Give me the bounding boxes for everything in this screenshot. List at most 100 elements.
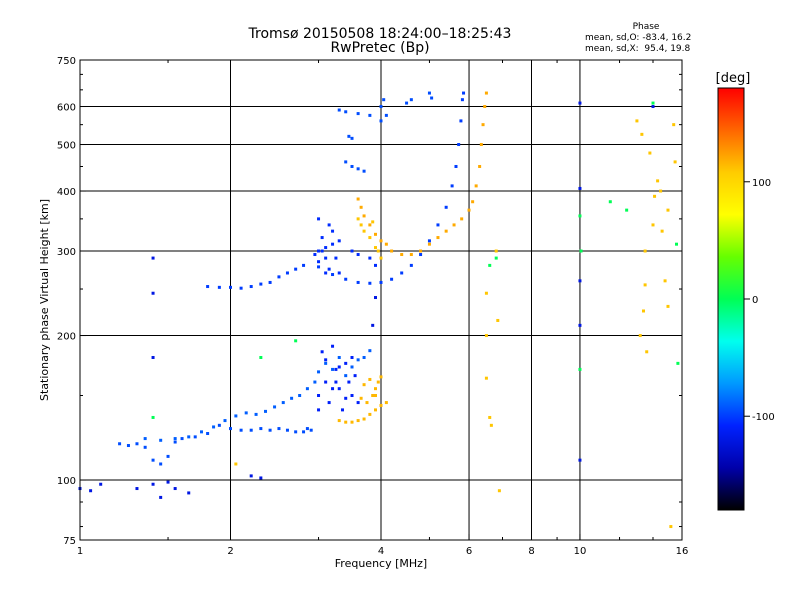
data-point-noise	[651, 105, 655, 109]
data-point-x-low-e	[365, 401, 369, 405]
data-point-x-low-e	[379, 375, 383, 379]
data-point-o-low-e-2	[305, 387, 309, 391]
data-point-noise-warm	[651, 223, 655, 227]
data-point-noise	[187, 491, 191, 495]
data-point-x-low-e	[362, 417, 366, 421]
data-point-o-low-e	[285, 428, 289, 432]
data-point-o-f-trace	[344, 277, 348, 281]
data-point-o-f-spread	[324, 246, 328, 250]
data-point-o-low-e	[277, 427, 281, 431]
data-point-noise-mixed	[151, 415, 155, 419]
data-point-x-f-trace	[481, 123, 485, 127]
data-point-o-high	[384, 113, 388, 117]
data-point-x-f-trace	[484, 91, 488, 95]
data-point-noise-warm	[484, 376, 488, 380]
data-point-x-f-trace	[419, 249, 423, 253]
data-point-o-low-e	[259, 427, 263, 431]
data-point-o-low-e-2	[143, 437, 147, 441]
data-point-x-f-trace	[452, 223, 456, 227]
data-point-o-low-e	[173, 440, 177, 444]
data-point-o-low-e-2	[223, 419, 227, 423]
data-point-x-low-e	[374, 387, 378, 391]
data-point-o-high	[356, 112, 360, 116]
data-point-o-f-trace	[459, 119, 463, 123]
grid-lines	[80, 60, 682, 540]
data-point-x-low-e	[337, 419, 341, 423]
data-point-x-f-trace	[478, 164, 482, 168]
data-point-o-high	[337, 108, 341, 112]
data-point-noise-warm	[488, 415, 492, 419]
data-point-o-low-e	[294, 430, 298, 434]
data-point-noise	[166, 480, 170, 484]
data-point-o-f-spread	[324, 271, 328, 275]
data-point-noise-warm	[659, 189, 663, 193]
data-point-o-cluster-e	[356, 401, 360, 405]
x-tick-label: 1	[77, 546, 83, 557]
data-point-o-f-trace	[368, 281, 372, 285]
data-point-x-low-e	[374, 394, 378, 398]
data-point-noise-warm	[643, 283, 647, 287]
data-point-o-low-e-2	[159, 438, 163, 442]
data-point-noise-warm	[640, 132, 644, 136]
data-point-x-low-e	[350, 420, 354, 424]
data-point-noise-mixed	[651, 101, 655, 105]
y-tick-label: 400	[57, 187, 76, 198]
data-point-o-high	[356, 167, 360, 171]
data-point-noise-warm	[489, 423, 493, 427]
data-point-o-cluster-e	[347, 380, 351, 384]
data-point-x-f-trace	[467, 208, 471, 212]
data-point-x-f-trace	[483, 105, 487, 109]
x-tick-label: 4	[378, 546, 384, 557]
data-point-x-low-e	[376, 380, 380, 384]
data-point-o-f-trace	[400, 271, 404, 275]
data-point-o-low-e-2	[317, 370, 321, 374]
data-point-noise-warm	[663, 279, 667, 283]
data-point-noise	[135, 487, 139, 491]
data-point-o-low-e-2	[200, 430, 204, 434]
data-point-o-f-spread	[320, 236, 324, 240]
data-point-noise-mixed	[494, 256, 498, 260]
data-point-o-f-spread	[337, 271, 341, 275]
data-point-x-f-spread	[356, 217, 360, 221]
data-point-x-low-e	[344, 420, 348, 424]
data-point-x-low-e	[384, 401, 388, 405]
y-tick-label: 200	[57, 332, 76, 343]
data-point-o-low-e-2	[356, 358, 360, 362]
data-point-noise-mixed	[259, 355, 263, 359]
data-point-o-f-trace	[444, 205, 448, 209]
data-point-o-cluster-e	[353, 374, 357, 378]
chart-subtitle: RwPretec (Bp)	[330, 40, 430, 56]
data-point-x-low-e	[362, 383, 366, 387]
data-point-o-f-spread	[337, 239, 341, 243]
data-point-o-f-trace	[454, 164, 458, 168]
colorbar-tick-label: 0	[752, 295, 758, 306]
data-point-o-high	[347, 134, 351, 138]
data-point-noise-warm	[496, 318, 500, 322]
data-point-x-f-trace	[368, 223, 372, 227]
data-point-noise	[578, 101, 582, 105]
y-tick-label: 100	[57, 476, 76, 487]
data-point-o-low-e	[268, 428, 272, 432]
data-point-o-low-e	[239, 428, 243, 432]
data-point-x-f-trace	[427, 242, 431, 246]
data-point-noise-warm	[645, 350, 649, 354]
data-point-o-low-e-2	[187, 435, 191, 439]
data-point-o-f-trace	[331, 273, 335, 277]
data-point-o-high	[379, 119, 383, 123]
data-point-o-cluster-e	[334, 367, 338, 371]
data-point-o-f-spread	[317, 217, 321, 221]
data-point-o-f-trace	[268, 280, 272, 284]
data-point-o-cluster-e	[317, 394, 321, 398]
data-point-o-f-spread	[331, 229, 335, 233]
data-point-o-f-trace	[229, 285, 232, 289]
x-tick-label: 2	[227, 546, 233, 557]
data-point-o-f-trace	[302, 263, 306, 267]
data-point-o-low-e	[302, 430, 306, 434]
data-point-o-f-trace	[450, 184, 454, 188]
y-tick-label: 600	[57, 103, 76, 114]
data-point-noise-mixed	[625, 208, 629, 212]
data-point-noise-warm	[666, 208, 670, 212]
data-point-noise-mixed	[676, 361, 680, 365]
data-point-noise-mixed	[608, 200, 612, 204]
colorbar-label: [deg]	[716, 71, 751, 86]
